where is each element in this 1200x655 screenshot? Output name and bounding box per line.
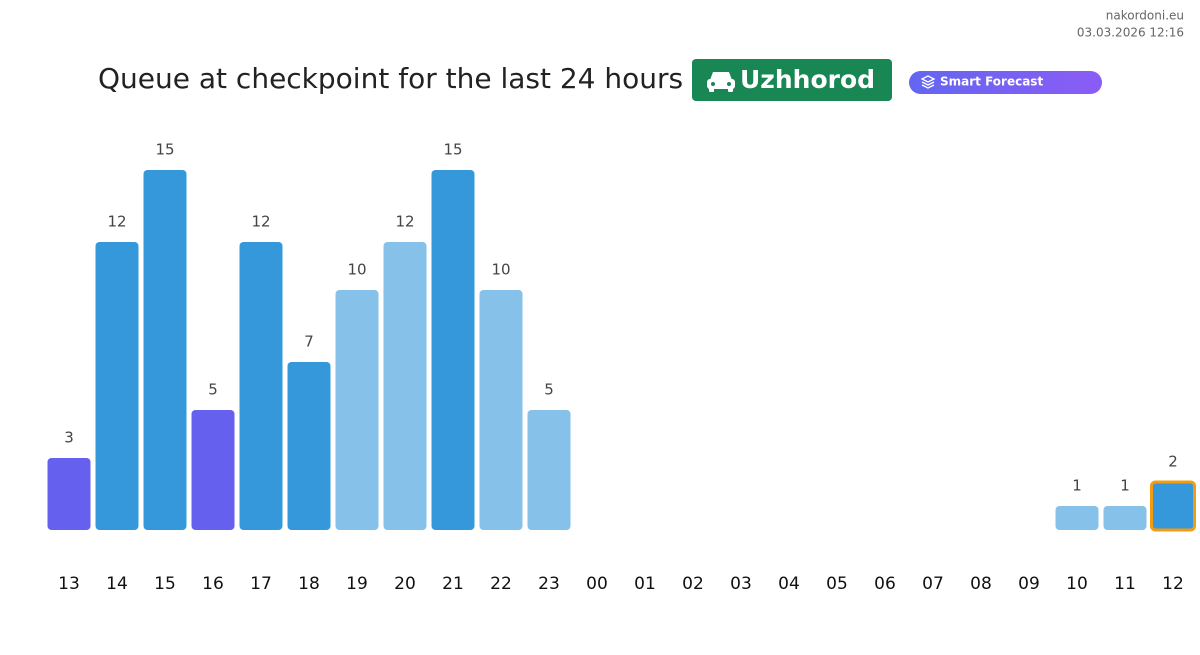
value-label: 12 (107, 213, 126, 231)
value-label: 5 (544, 381, 554, 399)
value-label: 15 (443, 141, 462, 159)
value-label: 2 (1168, 453, 1178, 471)
x-tick-label: 08 (970, 574, 992, 594)
bar (95, 242, 139, 530)
value-label: 10 (347, 261, 366, 279)
value-label: 10 (491, 261, 510, 279)
bar (527, 410, 571, 530)
value-label: 3 (64, 429, 74, 447)
bar (383, 242, 427, 530)
button-label: Smart Forecast (940, 75, 1043, 89)
button-bg (909, 71, 1102, 94)
x-tick-label: 14 (106, 574, 128, 594)
value-label: 1 (1120, 477, 1130, 495)
value-label: 15 (155, 141, 174, 159)
site-name: nakordoni.eu (1106, 9, 1184, 23)
layers-icon (920, 75, 936, 89)
checkpoint-badge[interactable]: Uzhhorod (692, 59, 892, 101)
x-tick-label: 06 (874, 574, 896, 594)
value-label: 1 (1072, 477, 1082, 495)
x-tick-label: 02 (682, 574, 704, 594)
bar (1103, 506, 1147, 530)
x-tick-label: 17 (250, 574, 272, 594)
x-tick-label: 23 (538, 574, 560, 594)
x-tick-label: 13 (58, 574, 80, 594)
forecast-button[interactable]: Smart Forecast (909, 71, 1102, 94)
x-tick-label: 20 (394, 574, 416, 594)
value-label: 7 (304, 333, 314, 351)
bar (1150, 480, 1196, 532)
bar (1055, 506, 1099, 530)
x-tick-label: 00 (586, 574, 608, 594)
x-tick-label: 11 (1114, 574, 1136, 594)
x-tick-label: 03 (730, 574, 752, 594)
value-label: 5 (208, 381, 218, 399)
x-tick-label: 04 (778, 574, 800, 594)
x-tick-label: 22 (490, 574, 512, 594)
bar (143, 170, 187, 530)
bar (47, 458, 91, 530)
x-tick-label: 21 (442, 574, 464, 594)
x-tick-label: 18 (298, 574, 320, 594)
x-tick-label: 12 (1162, 574, 1184, 594)
timestamp: 03.03.2026 12:16 (1077, 26, 1184, 40)
bar (335, 290, 379, 530)
x-tick-label: 01 (634, 574, 656, 594)
bar (191, 410, 235, 530)
badge-bg (692, 59, 892, 101)
x-tick-label: 07 (922, 574, 944, 594)
chart-title: Queue at checkpoint for the last 24 hour… (98, 62, 683, 95)
x-tick-label: 10 (1066, 574, 1088, 594)
x-tick-label: 09 (1018, 574, 1040, 594)
x-tick-label: 16 (202, 574, 224, 594)
bar (479, 290, 523, 530)
bar (287, 362, 331, 530)
x-tick-label: 15 (154, 574, 176, 594)
bar (239, 242, 283, 530)
checkpoint-name: Uzhhorod (740, 65, 875, 94)
x-tick-label: 05 (826, 574, 848, 594)
value-label: 12 (251, 213, 270, 231)
value-label: 12 (395, 213, 414, 231)
car-icon (707, 72, 735, 92)
x-tick-label: 19 (346, 574, 368, 594)
bar (431, 170, 475, 530)
